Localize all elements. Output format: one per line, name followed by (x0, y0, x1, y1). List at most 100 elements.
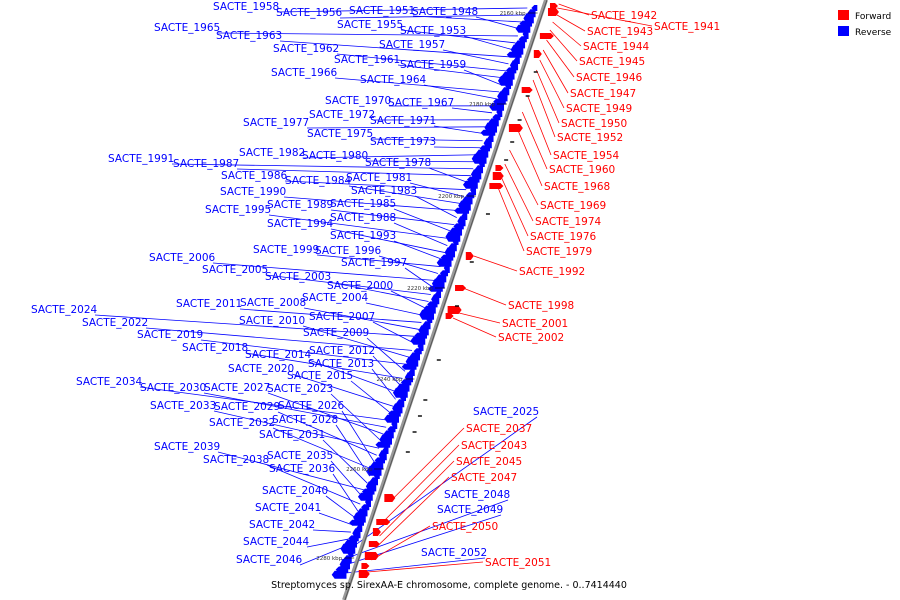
reverse-gene-label: SACTE_1989 (267, 199, 333, 211)
forward-gene (495, 165, 504, 171)
reverse-gene-label: SACTE_2003 (265, 271, 331, 283)
reverse-gene-label: SACTE_2044 (243, 536, 310, 548)
reverse-gene-label: SACTE_1963 (216, 30, 282, 42)
forward-gene (384, 494, 396, 502)
reverse-leader-line (318, 512, 354, 526)
forward-leader-line (504, 163, 534, 222)
forward-gene-label: SACTE_2045 (456, 456, 522, 468)
reverse-leader-line (371, 368, 396, 400)
reverse-gene-label: SACTE_2040 (262, 485, 328, 497)
reverse-gene-label: SACTE_2010 (239, 315, 305, 327)
reverse-gene-label: SACTE_1995 (205, 204, 271, 216)
reverse-leader-line (339, 14, 525, 19)
reverse-leader-line (332, 473, 359, 512)
reverse-leader-line (212, 262, 436, 281)
reverse-leader-line (463, 35, 514, 51)
reverse-leader-line (330, 209, 455, 226)
reverse-leader-line (393, 222, 448, 246)
reverse-gene-label: SACTE_1988 (330, 212, 396, 224)
reverse-leader-line (306, 126, 488, 129)
legend-forward-swatch (838, 10, 849, 20)
forward-gene-label: SACTE_1944 (583, 41, 650, 53)
reverse-leader-line (348, 185, 462, 205)
reverse-gene-label: SACTE_1994 (267, 218, 334, 230)
reverse-gene-label: SACTE_1999 (253, 244, 319, 256)
reverse-gene-label: SACTE_1955 (337, 19, 403, 31)
reverse-gene-label: SACTE_2013 (308, 358, 374, 370)
forward-gene (539, 33, 554, 39)
reverse-leader-line (330, 460, 363, 498)
reverse-gene-label: SACTE_2000 (327, 280, 393, 292)
forward-gene-label: SACTE_1968 (544, 181, 610, 193)
reverse-leader-line (400, 29, 516, 44)
reverse-gene-label: SACTE_2014 (245, 349, 312, 361)
scale-tick-label: 2160 kbp (500, 11, 526, 17)
reverse-gene-label: SACTE_2048 (444, 489, 510, 501)
forward-leader-line (379, 460, 455, 537)
reverse-gene-label: SACTE_2049 (437, 504, 503, 516)
forward-gene-label: SACTE_1992 (519, 266, 585, 278)
forward-leader-line (549, 29, 578, 62)
reverse-gene-label: SACTE_2019 (137, 329, 203, 341)
reverse-gene-label: SACTE_1977 (243, 117, 309, 129)
forward-gene (455, 285, 467, 291)
reverse-leader-line (341, 410, 375, 463)
reverse-gene-label: SACTE_2025 (473, 406, 539, 418)
reverse-gene-label: SACTE_2052 (421, 547, 487, 559)
reverse-gene-label: SACTE_1962 (273, 43, 339, 55)
gene-features (331, 3, 559, 579)
forward-gene-label: SACTE_2050 (432, 521, 498, 533)
forward-leader-line (500, 175, 529, 237)
scale-tick-label: 2200 kbp (438, 194, 464, 200)
reverse-leader-line (316, 254, 441, 267)
forward-gene-label: SACTE_2001 (502, 318, 568, 330)
reverse-gene-label: SACTE_1956 (276, 7, 343, 19)
forward-gene-label: SACTE_1950 (561, 118, 627, 130)
forward-gene-label: SACTE_1947 (570, 88, 636, 100)
reverse-leader-line (433, 146, 481, 149)
forward-leader-line (454, 311, 501, 324)
forward-gene (368, 541, 380, 547)
reverse-gene-label: SACTE_1953 (400, 25, 466, 37)
reverse-gene-label: SACTE_2006 (149, 252, 216, 264)
reverse-leader-line (276, 7, 528, 13)
reverse-gene-label: SACTE_2030 (140, 382, 206, 394)
reverse-gene-label: SACTE_2020 (228, 363, 294, 375)
reverse-leader-line (308, 359, 399, 393)
reverse-gene-label: SACTE_1967 (388, 97, 454, 109)
reverse-leader-line (335, 424, 371, 477)
reverse-gene-label: SACTE_1986 (221, 170, 288, 182)
reverse-gene-label: SACTE_1993 (330, 230, 396, 242)
scale-tick-label: 2220 kbp (407, 286, 433, 292)
reverse-leader-line (334, 77, 500, 93)
reverse-gene-label: SACTE_1991 (108, 153, 174, 165)
forward-gene-label: SACTE_1945 (579, 56, 645, 68)
reverse-gene-label: SACTE_2023 (267, 383, 333, 395)
forward-gene (533, 50, 542, 58)
forward-gene (521, 87, 533, 93)
forward-leader-line (375, 476, 450, 549)
forward-gene-label: SACTE_2051 (485, 557, 551, 569)
reverse-leader-line (451, 107, 493, 114)
reverse-leader-line (291, 373, 394, 407)
reverse-leader-line (325, 495, 356, 519)
forward-gene-label: SACTE_2047 (451, 472, 517, 484)
reverse-gene-label: SACTE_1972 (309, 109, 375, 121)
reverse-leader-line (372, 355, 401, 386)
scale-tick-label: 2280 kbp (316, 556, 342, 562)
forward-leader-line (371, 525, 431, 561)
forward-gene (508, 124, 523, 132)
forward-gene (376, 519, 391, 525)
reverse-gene-label: SACTE_1964 (360, 74, 427, 86)
legend-reverse-label: Reverse (855, 28, 892, 38)
reverse-leader-line (442, 49, 509, 65)
forward-leader-line (509, 149, 539, 206)
reverse-gene-label: SACTE_1957 (379, 39, 445, 51)
reverse-gene-label: SACTE_1951 (349, 5, 415, 17)
forward-gene (547, 8, 559, 16)
reverse-leader-line (378, 255, 439, 274)
reverse-gene-label: SACTE_2011 (176, 298, 242, 310)
reverse-leader-line (302, 325, 410, 358)
reverse-leader-line (330, 393, 382, 442)
forward-leader-line (552, 21, 582, 47)
